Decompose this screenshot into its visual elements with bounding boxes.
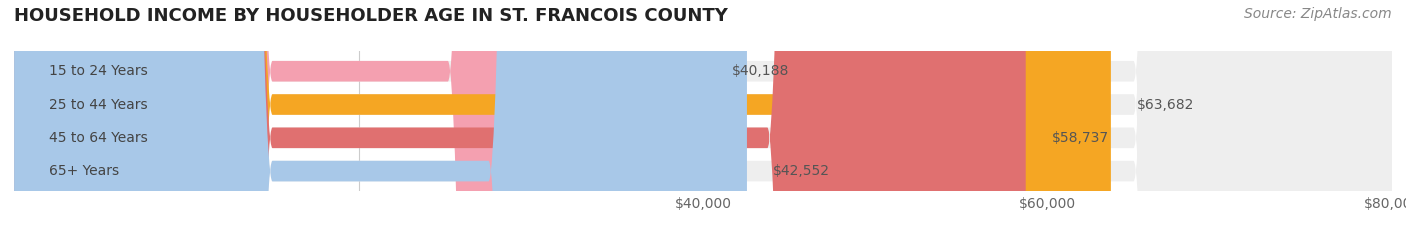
FancyBboxPatch shape [14, 0, 1111, 233]
Text: 25 to 44 Years: 25 to 44 Years [48, 98, 148, 112]
FancyBboxPatch shape [14, 0, 1026, 233]
Text: 65+ Years: 65+ Years [48, 164, 118, 178]
Text: 45 to 64 Years: 45 to 64 Years [48, 131, 148, 145]
Text: Source: ZipAtlas.com: Source: ZipAtlas.com [1244, 7, 1392, 21]
Text: HOUSEHOLD INCOME BY HOUSEHOLDER AGE IN ST. FRANCOIS COUNTY: HOUSEHOLD INCOME BY HOUSEHOLDER AGE IN S… [14, 7, 728, 25]
FancyBboxPatch shape [14, 0, 1392, 233]
FancyBboxPatch shape [14, 0, 747, 233]
FancyBboxPatch shape [14, 0, 706, 233]
Text: $40,188: $40,188 [733, 64, 789, 78]
FancyBboxPatch shape [14, 0, 1392, 233]
Text: $58,737: $58,737 [1052, 131, 1109, 145]
Text: $42,552: $42,552 [773, 164, 830, 178]
FancyBboxPatch shape [14, 0, 1392, 233]
FancyBboxPatch shape [14, 0, 1392, 233]
Text: 15 to 24 Years: 15 to 24 Years [48, 64, 148, 78]
Text: $63,682: $63,682 [1136, 98, 1194, 112]
